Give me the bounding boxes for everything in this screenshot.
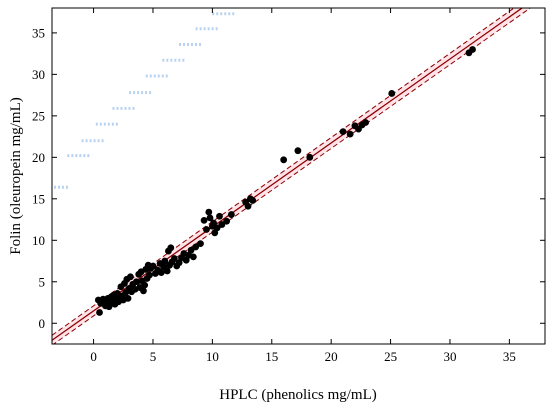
data-point bbox=[157, 269, 165, 277]
data-point bbox=[167, 244, 175, 252]
y-tick-label: 0 bbox=[39, 316, 46, 331]
plot-frame bbox=[51, 7, 546, 345]
data-point bbox=[189, 253, 197, 261]
data-point bbox=[146, 271, 153, 279]
data-point bbox=[227, 211, 235, 218]
data-point bbox=[306, 153, 314, 161]
y-tick-label: 10 bbox=[32, 233, 45, 248]
data-point bbox=[218, 221, 226, 228]
watermark bbox=[52, 12, 237, 189]
data-point bbox=[339, 128, 347, 136]
x-axis-ticks: 0 5 10 15 20 25 30 35 bbox=[90, 8, 516, 364]
data-point bbox=[200, 216, 208, 224]
x-tick-label: 5 bbox=[150, 349, 157, 364]
data-point bbox=[187, 246, 195, 254]
data-point bbox=[96, 309, 103, 316]
data-point bbox=[280, 156, 288, 164]
data-point bbox=[210, 219, 217, 227]
x-tick-label: 30 bbox=[443, 349, 456, 364]
y-tick-label: 5 bbox=[39, 274, 46, 289]
data-point bbox=[161, 257, 169, 265]
x-tick-label: 25 bbox=[384, 349, 397, 364]
data-point bbox=[197, 240, 204, 248]
x-tick-label: 15 bbox=[265, 349, 278, 364]
data-point bbox=[244, 202, 252, 210]
data-point bbox=[127, 273, 134, 281]
data-point bbox=[149, 262, 157, 270]
y-tick-label: 25 bbox=[32, 108, 45, 123]
data-point bbox=[170, 255, 178, 262]
data-point bbox=[141, 281, 149, 289]
data-point bbox=[469, 46, 476, 53]
data-point bbox=[163, 267, 171, 275]
data-point bbox=[346, 130, 354, 138]
data-point bbox=[192, 243, 200, 251]
data-point bbox=[216, 212, 223, 220]
x-tick-label: 35 bbox=[503, 349, 516, 364]
data-point bbox=[203, 226, 210, 233]
data-point bbox=[205, 208, 213, 216]
y-axis-label: Folin (oleuropein mg/mL) bbox=[8, 97, 24, 254]
data-point bbox=[124, 294, 132, 302]
y-tick-label: 20 bbox=[32, 150, 45, 165]
y-tick-label: 35 bbox=[32, 25, 45, 40]
data-point bbox=[388, 90, 396, 97]
x-tick-label: 20 bbox=[325, 349, 338, 364]
data-point bbox=[294, 147, 302, 155]
data-points bbox=[94, 46, 476, 316]
confidence-upper-line bbox=[52, 8, 515, 336]
x-tick-label: 10 bbox=[206, 349, 219, 364]
data-point bbox=[362, 119, 370, 126]
data-point bbox=[213, 224, 221, 232]
y-tick-label: 30 bbox=[32, 67, 45, 82]
data-point bbox=[206, 214, 214, 222]
data-point bbox=[140, 287, 147, 295]
x-tick-label: 0 bbox=[90, 349, 97, 364]
data-point bbox=[249, 197, 257, 204]
data-point bbox=[132, 278, 140, 286]
data-point bbox=[223, 217, 231, 225]
x-axis-label: HPLC (phenolics mg/mL) bbox=[219, 387, 377, 403]
y-tick-label: 15 bbox=[32, 191, 45, 206]
y-axis-ticks: 0 5 10 15 20 25 30 35 bbox=[32, 25, 545, 331]
